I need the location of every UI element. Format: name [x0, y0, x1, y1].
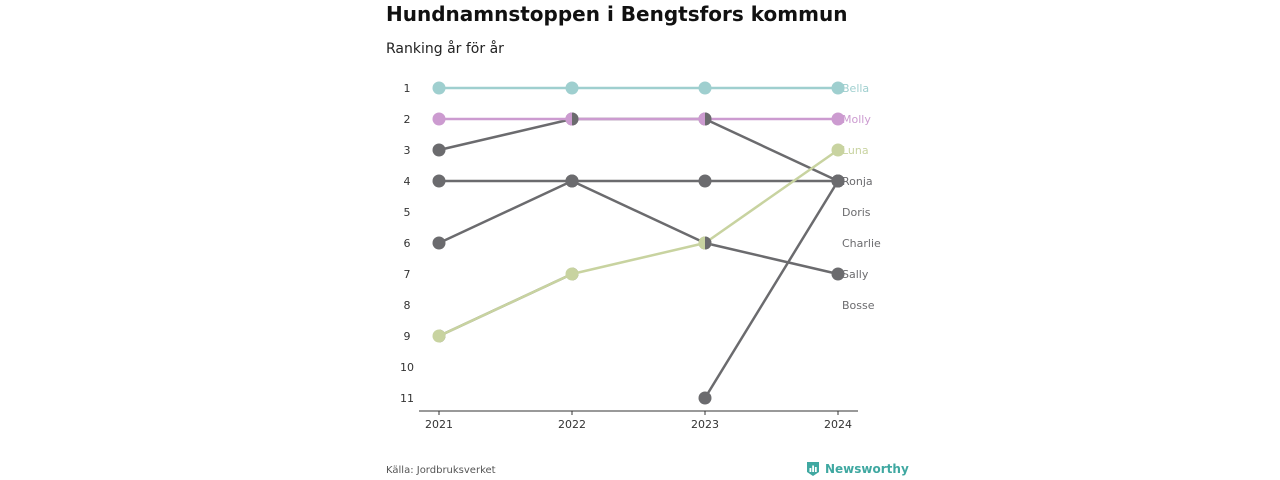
series-point-luna-1	[565, 267, 579, 281]
series-line-doris	[437, 179, 840, 276]
series-point-bella-3	[831, 81, 845, 95]
y-tick-label-8: 8	[404, 299, 411, 312]
chart-title: Hundnamnstoppen i Bengtsfors kommun	[386, 2, 848, 26]
series-point-molly-0	[432, 112, 446, 126]
series-line-luna	[437, 148, 840, 338]
shared-point-right-molly-2	[705, 112, 712, 126]
series-point-sally-1	[831, 174, 845, 188]
series-point-sally-0	[698, 391, 712, 405]
y-tick-label-3: 3	[404, 144, 411, 157]
newsworthy-logo-icon	[807, 462, 819, 476]
y-tick-label-6: 6	[404, 237, 411, 250]
series-point-bella-1	[565, 81, 579, 95]
y-tick-label-4: 4	[404, 175, 411, 188]
series-point-doris-1	[565, 174, 579, 188]
shared-point-left-molly-2	[698, 112, 705, 126]
series-point-luna-0	[432, 329, 446, 343]
series-label-bella: Bella	[842, 82, 869, 95]
y-tick-label-11: 11	[400, 392, 414, 405]
series-point-ronja-2	[698, 174, 712, 188]
y-tick-label-9: 9	[404, 330, 411, 343]
shared-point-right-luna-2	[705, 236, 712, 250]
series-point-charlie-0	[432, 143, 446, 157]
x-tick-label-2024: 2024	[824, 418, 852, 431]
series-label-doris: Doris	[842, 206, 871, 219]
y-tick-label-2: 2	[404, 113, 411, 126]
y-tick-label-7: 7	[404, 268, 411, 281]
series-label-luna: Luna	[842, 144, 869, 157]
series-point-ronja-0	[432, 174, 446, 188]
series-point-doris-3	[831, 267, 845, 281]
source-note: Källa: Jordbruksverket	[386, 465, 496, 476]
series-label-sally: Sally	[842, 268, 869, 281]
series-label-ronja: Ronja	[842, 175, 873, 188]
x-tick-label-2023: 2023	[691, 418, 719, 431]
series-point-doris-0	[432, 236, 446, 250]
series-label-molly: Molly	[842, 113, 871, 126]
y-tick-label-5: 5	[404, 206, 411, 219]
series-line-charlie	[437, 117, 840, 183]
newsworthy-brand[interactable]: Newsworthy	[806, 461, 909, 477]
series-point-luna-3	[831, 143, 845, 157]
series-label-bosse: Bosse	[842, 299, 875, 312]
series-point-bella-0	[432, 81, 446, 95]
brand-name: Newsworthy	[825, 462, 909, 476]
series-point-bella-2	[698, 81, 712, 95]
series-point-molly-3	[831, 112, 845, 126]
chart-subtitle: Ranking år för år	[386, 41, 504, 57]
x-tick-label-2022: 2022	[558, 418, 586, 431]
y-tick-label-10: 10	[400, 361, 414, 374]
y-tick-label-1: 1	[404, 82, 411, 95]
series-label-charlie: Charlie	[842, 237, 881, 250]
shared-point-right-molly-1	[572, 112, 579, 126]
shared-point-left-molly-1	[565, 112, 572, 126]
shared-point-left-luna-2	[698, 236, 705, 250]
x-tick-label-2021: 2021	[425, 418, 453, 431]
series-line-sally	[703, 179, 840, 400]
